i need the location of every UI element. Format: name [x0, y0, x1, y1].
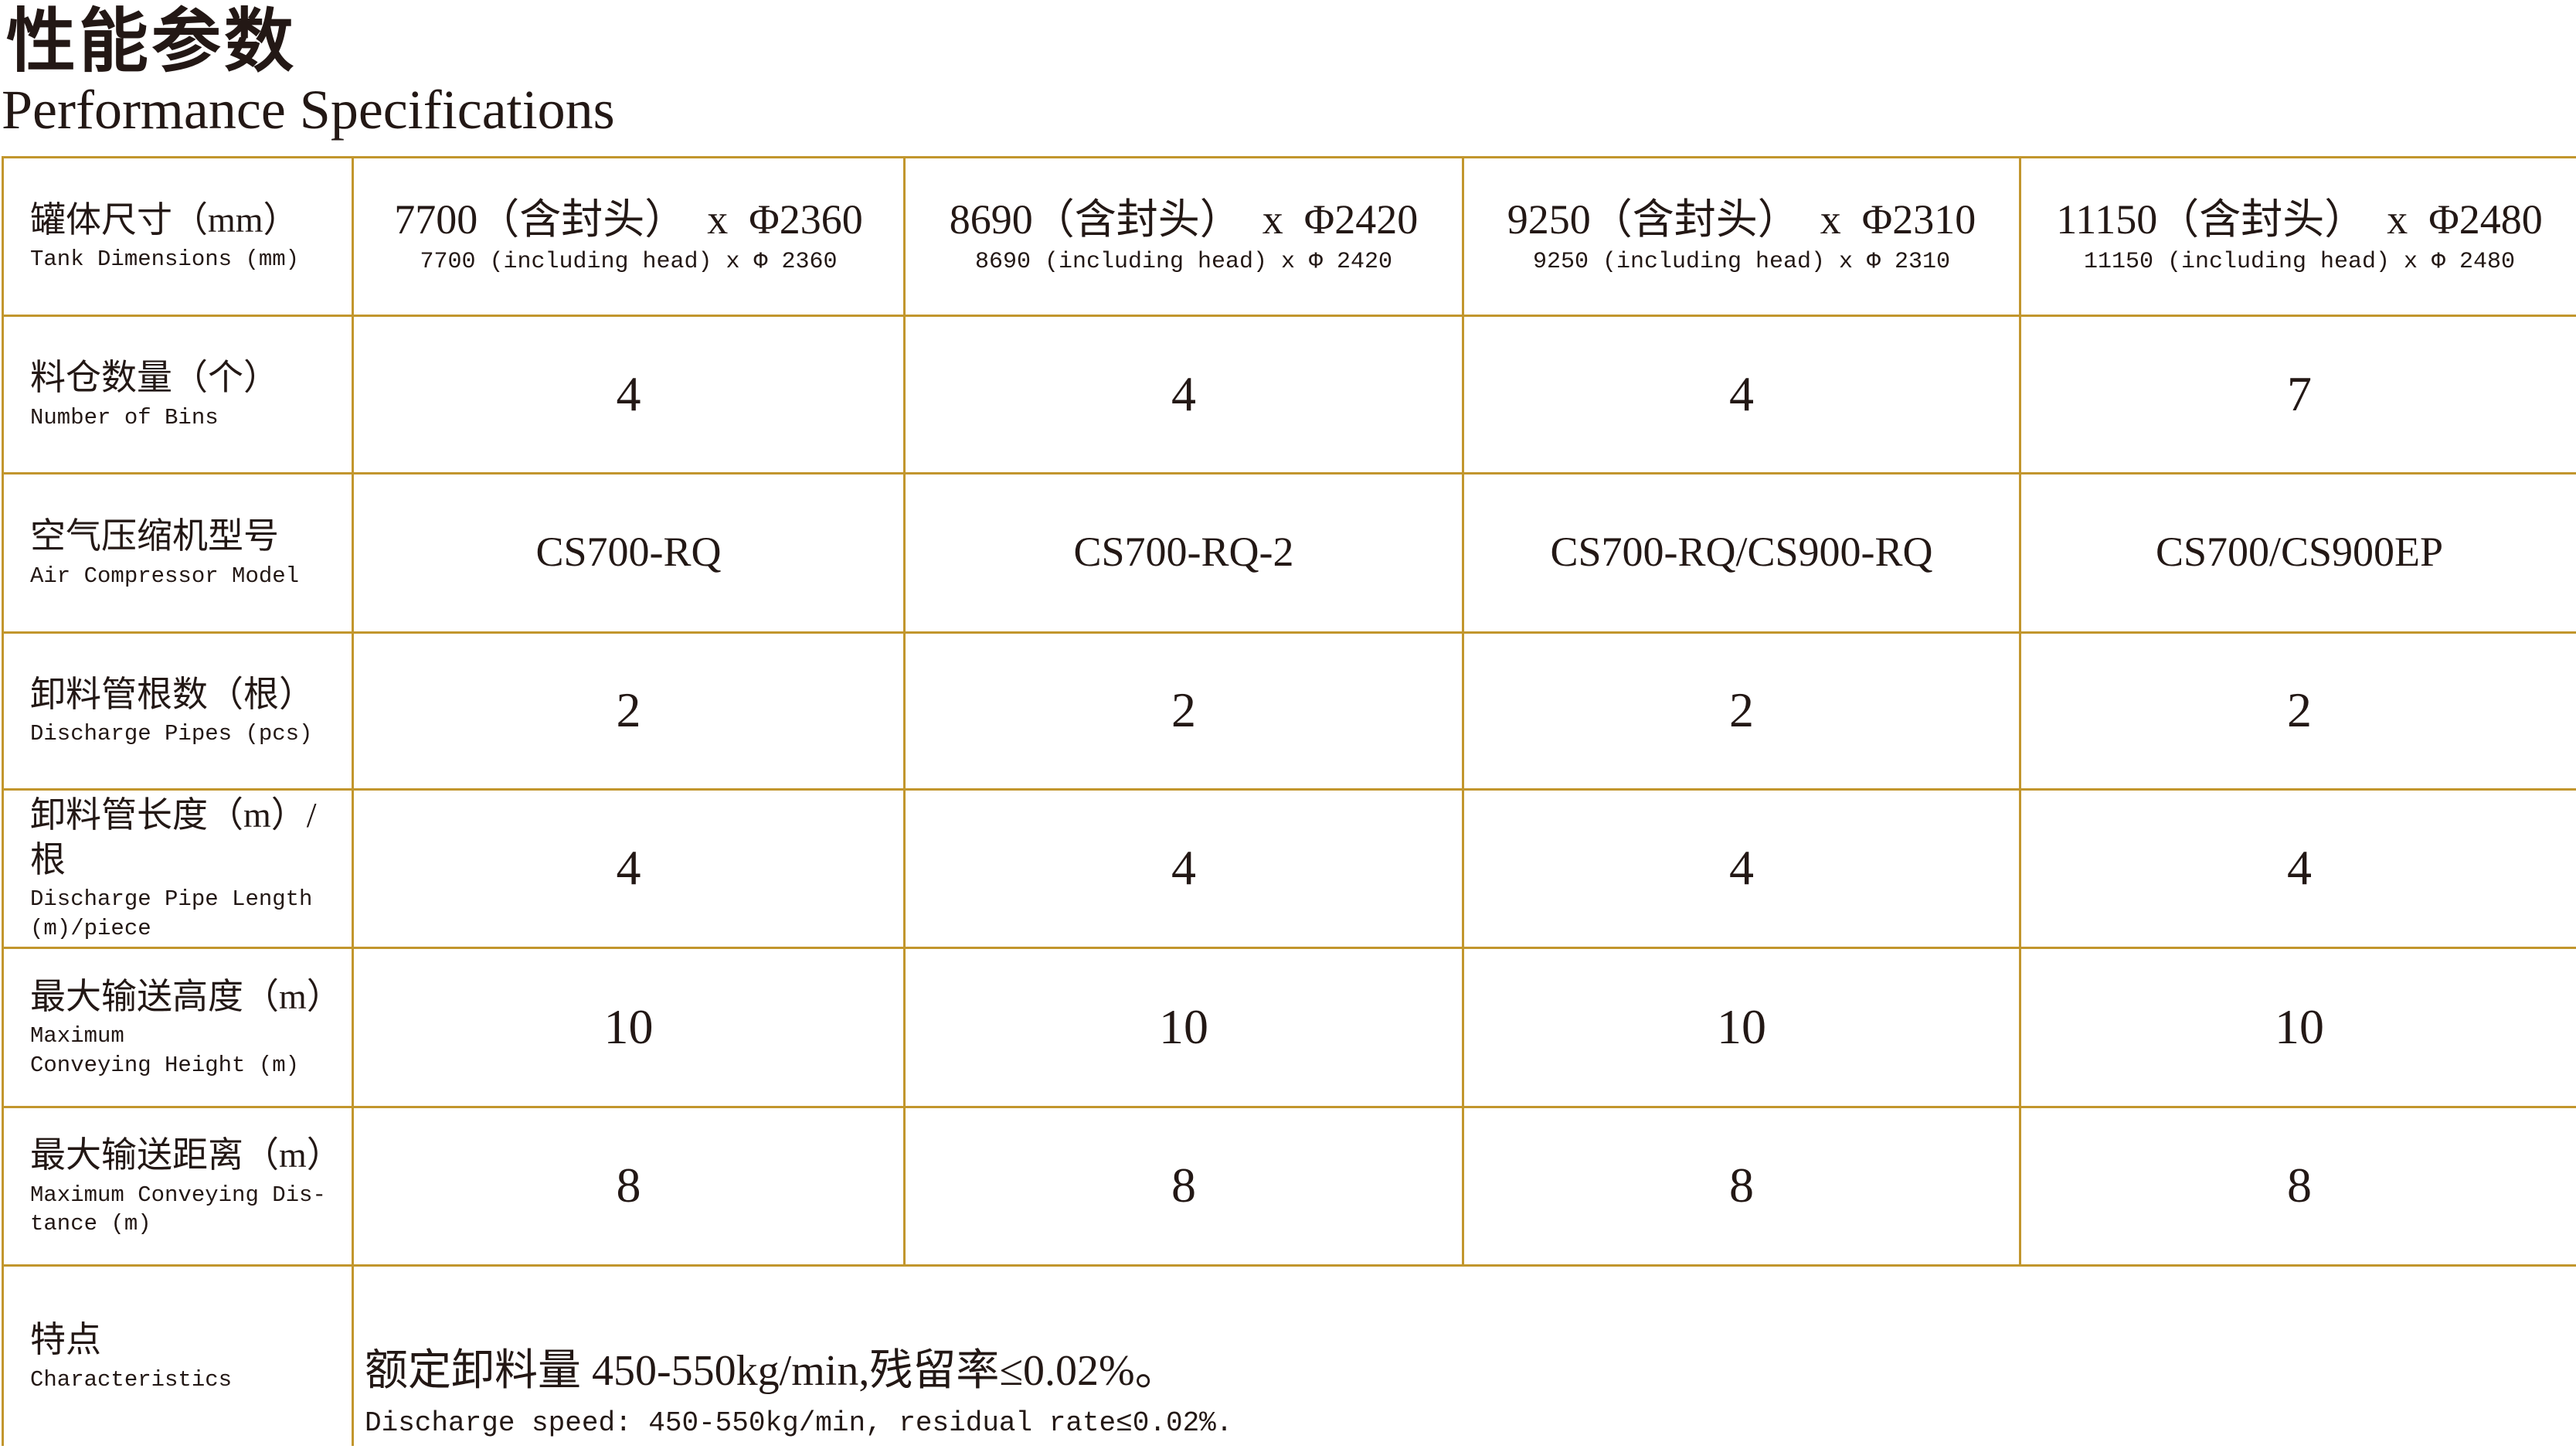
row-label-zh: 罐体尺寸（mm）	[30, 199, 299, 240]
row-label-en: Maximum Conveying Dis- tance (m)	[30, 1182, 326, 1237]
cell-value-main: 7700（含封头） x Φ2360	[394, 196, 863, 243]
table-row-compressor-model: 空气压缩机型号 Air Compressor Model CS700-RQ CS…	[2, 471, 2576, 634]
page-title-en: Performance Specifications	[2, 79, 615, 141]
row-label-discharge-pipes: 卸料管根数（根） Discharge Pipes (pcs)	[2, 631, 354, 791]
row-label-characteristics: 特点 Characteristics	[2, 1264, 354, 1447]
cell-tank-dim-1: 7700（含封头） x Φ2360 7700 (including head) …	[352, 155, 906, 317]
cell-distance-2: 8	[903, 1105, 1464, 1267]
table-row-characteristics: 特点 Characteristics 额定卸料量 450-550kg/min,残…	[2, 1264, 2576, 1447]
cell-length-4: 4	[2019, 787, 2576, 949]
row-label-en: Air Compressor Model	[30, 563, 300, 589]
table-row-number-of-bins: 料仓数量（个） Number of Bins 4 4 4 7	[2, 314, 2576, 474]
table-row-max-distance: 最大输送距离（m） Maximum Conveying Dis- tance (…	[2, 1105, 2576, 1267]
row-label-zh: 卸料管长度（m）/根	[30, 795, 317, 879]
cell-value-main: 8690（含封头） x Φ2420	[949, 196, 1419, 243]
row-label-zh: 卸料管根数（根）	[30, 674, 314, 714]
row-label-en: Maximum Conveying Height (m)	[30, 1023, 300, 1078]
page-title-zh: 性能参数	[6, 0, 297, 82]
cell-pipes-3: 2	[1462, 631, 2021, 791]
cell-tank-dim-3: 9250（含封头） x Φ2310 9250 (including head) …	[1462, 155, 2021, 317]
cell-length-1: 4	[352, 787, 906, 949]
row-label-zh: 最大输送距离（m）	[30, 1135, 342, 1175]
row-label-en: Discharge Pipes (pcs)	[30, 721, 313, 747]
table-row-max-height: 最大输送高度（m） Maximum Conveying Height (m) 1…	[2, 946, 2576, 1108]
cell-height-1: 10	[352, 946, 906, 1108]
row-label-max-distance: 最大输送距离（m） Maximum Conveying Dis- tance (…	[2, 1105, 354, 1267]
cell-value-main: 11150（含封头） x Φ2480	[2056, 196, 2543, 243]
row-label-zh: 最大输送高度（m）	[30, 976, 342, 1016]
table-row-discharge-pipes: 卸料管根数（根） Discharge Pipes (pcs) 2 2 2 2	[2, 631, 2576, 791]
row-label-tank-dimensions: 罐体尺寸（mm） Tank Dimensions (mm)	[2, 155, 354, 317]
cell-model-4: CS700/CS900EP	[2019, 471, 2576, 634]
row-label-en: Characteristics	[30, 1366, 233, 1393]
row-label-en: Number of Bins	[30, 404, 219, 430]
spec-table: 罐体尺寸（mm） Tank Dimensions (mm) 7700（含封头） …	[2, 155, 2576, 1447]
row-label-zh: 空气压缩机型号	[30, 516, 279, 556]
row-label-en: Tank Dimensions (mm)	[30, 247, 300, 273]
cell-length-2: 4	[903, 787, 1464, 949]
row-label-zh: 特点	[30, 1320, 101, 1360]
row-label-number-of-bins: 料仓数量（个） Number of Bins	[2, 314, 354, 474]
cell-model-2: CS700-RQ-2	[903, 471, 1464, 634]
cell-height-3: 10	[1462, 946, 2021, 1108]
row-label-en: Discharge Pipe Length (m)/piece	[30, 886, 313, 942]
row-label-zh: 料仓数量（个）	[30, 358, 279, 398]
row-label-compressor-model: 空气压缩机型号 Air Compressor Model	[2, 471, 354, 634]
cell-tank-dim-2: 8690（含封头） x Φ2420 8690 (including head) …	[903, 155, 1464, 317]
cell-pipes-1: 2	[352, 631, 906, 791]
cell-value-sub: 11150 (including head) x Φ 2480	[2083, 249, 2516, 276]
cell-pipes-2: 2	[903, 631, 1464, 791]
cell-pipes-4: 2	[2019, 631, 2576, 791]
cell-height-4: 10	[2019, 946, 2576, 1108]
row-label-max-height: 最大输送高度（m） Maximum Conveying Height (m)	[2, 946, 354, 1108]
cell-bins-3: 4	[1462, 314, 2021, 474]
cell-distance-4: 8	[2019, 1105, 2576, 1267]
cell-length-3: 4	[1462, 787, 2021, 949]
cell-distance-1: 8	[352, 1105, 906, 1267]
cell-bins-4: 7	[2019, 314, 2576, 474]
table-row-tank-dimensions: 罐体尺寸（mm） Tank Dimensions (mm) 7700（含封头） …	[2, 155, 2576, 317]
characteristics-zh: 额定卸料量 450-550kg/min,残留率≤0.02%。	[365, 1347, 1178, 1396]
cell-value-sub: 9250 (including head) x Φ 2310	[1532, 249, 1951, 276]
cell-bins-1: 4	[352, 314, 906, 474]
cell-value-sub: 8690 (including head) x Φ 2420	[974, 249, 1393, 276]
cell-model-1: CS700-RQ	[352, 471, 906, 634]
cell-bins-2: 4	[903, 314, 1464, 474]
table-row-pipe-length: 卸料管长度（m）/根 Discharge Pipe Length (m)/pie…	[2, 787, 2576, 949]
row-label-pipe-length: 卸料管长度（m）/根 Discharge Pipe Length (m)/pie…	[2, 787, 354, 949]
cell-distance-3: 8	[1462, 1105, 2021, 1267]
characteristics-en: Discharge speed: 450-550kg/min, residual…	[365, 1407, 1233, 1440]
cell-model-3: CS700-RQ/CS900-RQ	[1462, 471, 2021, 634]
cell-value-sub: 7700 (including head) x Φ 2360	[420, 249, 838, 276]
cell-tank-dim-4: 11150（含封头） x Φ2480 11150 (including head…	[2019, 155, 2576, 317]
cell-characteristics-value: 额定卸料量 450-550kg/min,残留率≤0.02%。 Discharge…	[352, 1264, 2576, 1447]
cell-height-2: 10	[903, 946, 1464, 1108]
cell-value-main: 9250（含封头） x Φ2310	[1507, 196, 1976, 243]
